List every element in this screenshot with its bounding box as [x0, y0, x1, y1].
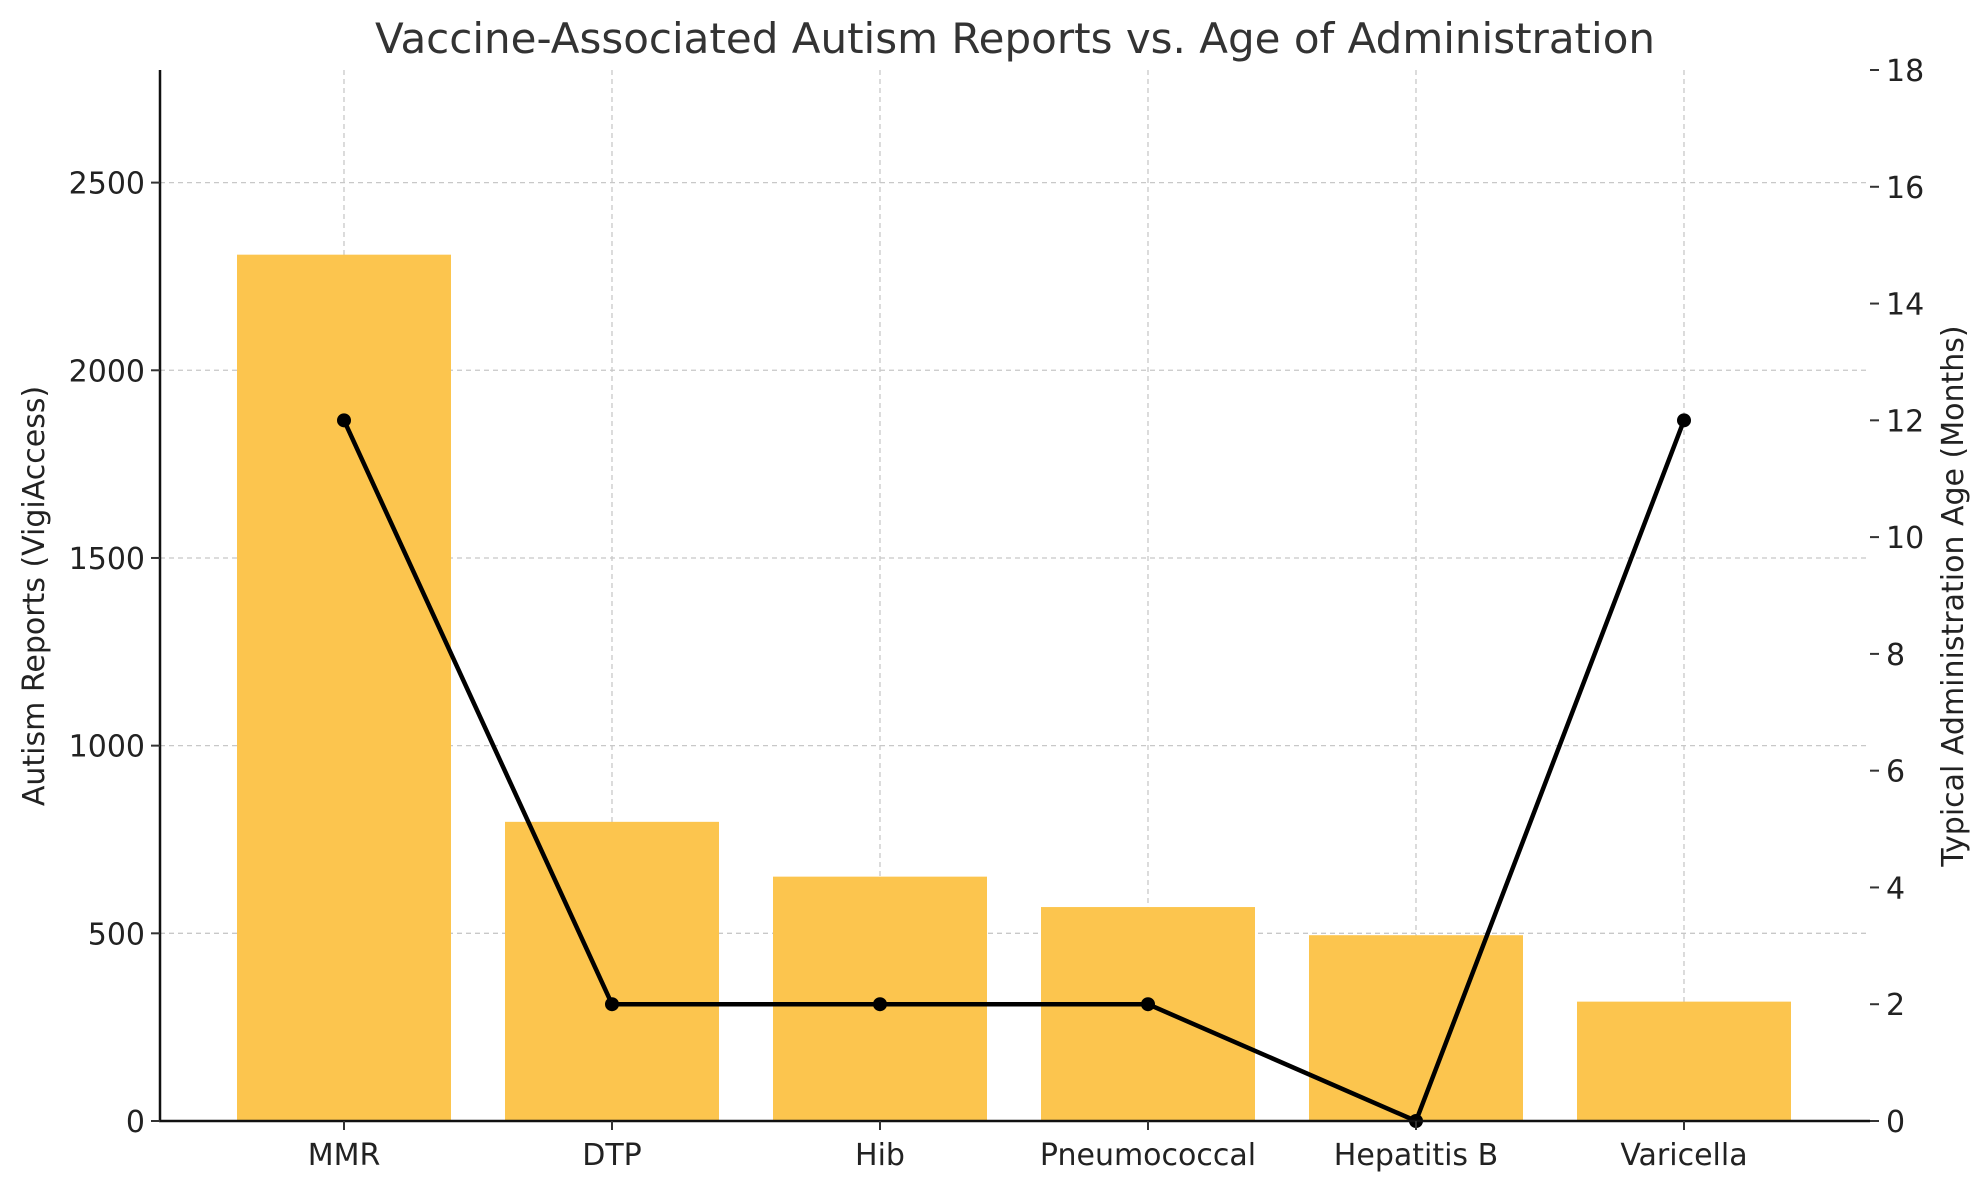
- bar-pneumococcal: [1041, 907, 1255, 1121]
- right-tick-label: 16: [1886, 171, 1924, 206]
- right-tick-label: 8: [1886, 638, 1905, 673]
- left-axis-label: Autism Reports (VigiAccess): [17, 386, 52, 806]
- right-tick-label: 4: [1886, 871, 1905, 906]
- right-tick-label: 18: [1886, 54, 1924, 89]
- x-tick-label: Hepatitis B: [1334, 1138, 1498, 1173]
- left-tick-label: 2500: [69, 167, 145, 202]
- line-point-hib: [873, 997, 887, 1012]
- right-tick-label: 6: [1886, 755, 1905, 790]
- line-path: [341, 418, 1687, 1124]
- line-point-varicella: [1677, 413, 1691, 428]
- bars: [237, 254, 1791, 1121]
- line-point-pneumococcal: [1141, 997, 1155, 1012]
- bar-dtp: [505, 821, 719, 1121]
- left-axis-ticks: 0 500 1000 1500 2000 2500: [69, 167, 160, 1140]
- x-tick-label: Hib: [855, 1138, 905, 1173]
- bar-mmr: [237, 254, 451, 1121]
- left-tick-label: 1500: [69, 542, 145, 577]
- right-tick-label: 0: [1886, 1105, 1905, 1140]
- x-axis-ticks: MMR DTP Hib Pneumococcal Hepatitis B Varicell…: [308, 1121, 1748, 1173]
- line-point-mmr: [337, 413, 351, 428]
- left-tick-label: 0: [126, 1105, 145, 1140]
- left-tick-label: 1000: [69, 730, 145, 765]
- line-series: [337, 413, 1691, 1128]
- right-tick-label: 10: [1886, 521, 1924, 556]
- bar-hepatitis-b: [1309, 935, 1523, 1121]
- right-tick-label: 2: [1886, 988, 1905, 1023]
- x-tick-label: Pneumococcal: [1040, 1138, 1256, 1173]
- x-tick-label: MMR: [308, 1138, 381, 1173]
- right-axis-ticks: 0 2 4 6 8 10 12 14 16 18: [1870, 54, 1924, 1140]
- chart-title: Vaccine-Associated Autism Reports vs. Ag…: [375, 14, 1655, 63]
- x-tick-label: Varicella: [1620, 1138, 1747, 1173]
- axes: [158, 70, 1870, 1123]
- right-tick-label: 12: [1886, 404, 1924, 439]
- line-point-dtp: [605, 997, 619, 1012]
- right-axis-label: Typical Administration Age (Months): [1936, 325, 1971, 867]
- bar-varicella: [1577, 1001, 1791, 1121]
- x-tick-label: DTP: [582, 1138, 642, 1173]
- right-tick-label: 14: [1886, 288, 1924, 323]
- left-tick-label: 500: [88, 917, 145, 952]
- left-tick-label: 2000: [69, 354, 145, 389]
